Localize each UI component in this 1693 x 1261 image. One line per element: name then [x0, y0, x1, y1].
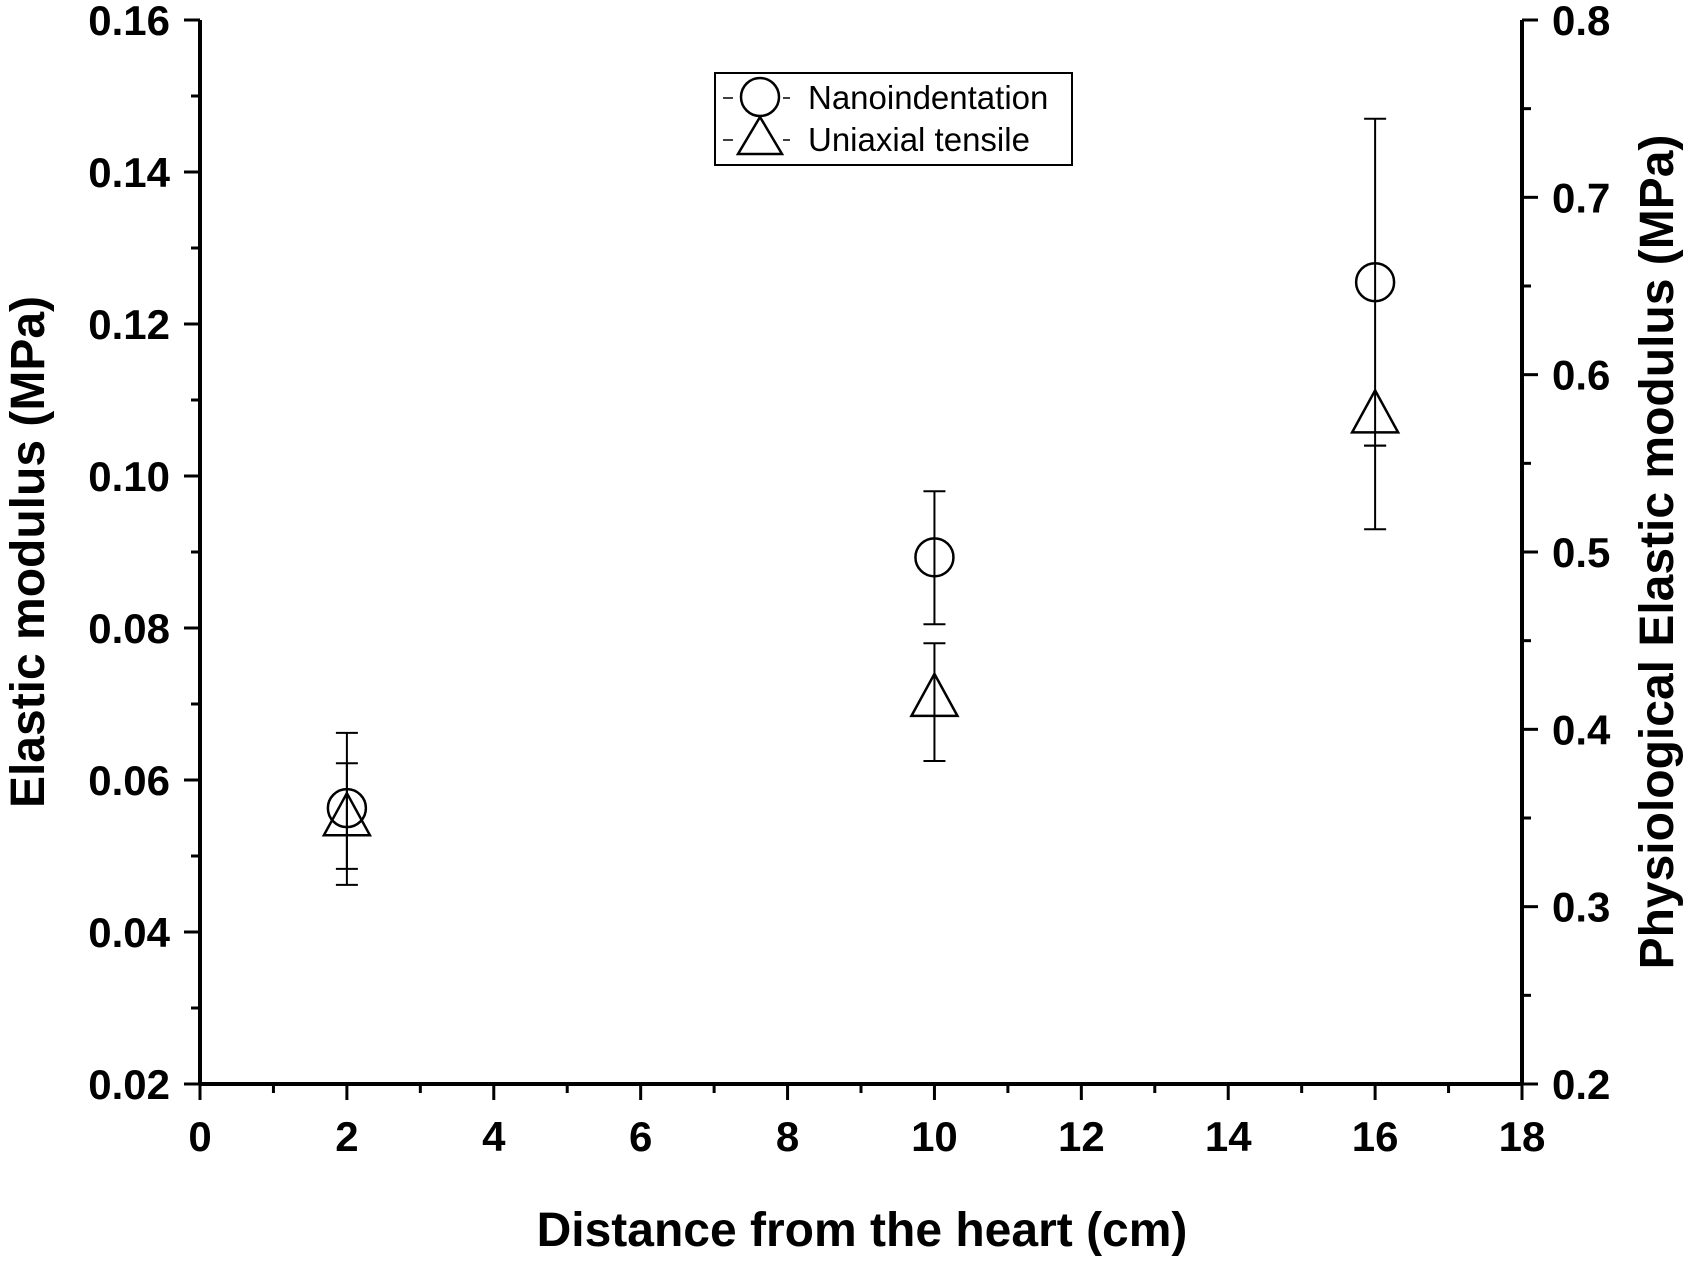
- y2-tick-label: 0.8: [1552, 0, 1610, 44]
- legend: Nanoindentation Uniaxial tensile: [714, 72, 1073, 166]
- x-tick-label: 8: [776, 1113, 799, 1160]
- series-nanoindentation: [326, 117, 1396, 886]
- x-tick-label: 0: [188, 1113, 211, 1160]
- x-tick-label: 14: [1205, 1113, 1252, 1160]
- y-tick-label: 0.10: [88, 453, 170, 500]
- x-axis-title: Distance from the heart (cm): [537, 1204, 1188, 1257]
- series-layer: [321, 117, 1401, 886]
- data-point-triangle: [909, 671, 960, 718]
- series-uniaxial-tensile: [321, 387, 1401, 870]
- data-point-circle: [914, 537, 955, 578]
- x-tick-label: 12: [1058, 1113, 1105, 1160]
- legend-label-uniaxial: Uniaxial tensile: [808, 121, 1030, 158]
- data-point-triangle: [1350, 387, 1401, 434]
- y-tick-label: 0.02: [88, 1061, 170, 1108]
- legend-marker-circle: [739, 76, 781, 118]
- y2-tick-label: 0.7: [1552, 174, 1610, 221]
- y-tick-label: 0.12: [88, 301, 170, 348]
- data-point-triangle: [321, 790, 372, 837]
- y-tick-label: 0.08: [88, 605, 170, 652]
- y2-tick-label: 0.5: [1552, 529, 1610, 576]
- x-tick-label: 6: [629, 1113, 652, 1160]
- y2-tick-label: 0.3: [1552, 884, 1610, 931]
- y-tick-label: 0.14: [88, 149, 170, 196]
- x-tick-label: 4: [482, 1113, 506, 1160]
- axes-layer: [198, 20, 1524, 1086]
- x-tick-label: 2: [335, 1113, 358, 1160]
- y2-tick-label: 0.4: [1552, 706, 1611, 753]
- legend-marker-triangle: [735, 114, 785, 156]
- y-axis-title: Elastic modulus (MPa): [2, 296, 55, 808]
- y-tick-label: 0.06: [88, 757, 170, 804]
- y2-tick-label: 0.2: [1552, 1061, 1610, 1108]
- y-tick-label: 0.04: [88, 909, 170, 956]
- x-tick-label: 10: [911, 1113, 958, 1160]
- legend-item-uniaxial: Uniaxial tensile: [723, 114, 1030, 158]
- y2-tick-label: 0.6: [1552, 352, 1610, 399]
- legend-label-nanoindentation: Nanoindentation: [808, 79, 1048, 116]
- y-tick-label: 0.16: [88, 0, 170, 44]
- ticks-layer: 0 2 4 6 8 10 12 14 16 18 0.02 0.04 0.06 0.08 0.10 0.12 0…: [88, 0, 1611, 1160]
- legend-item-nanoindentation: Nanoindentation: [723, 76, 1048, 118]
- data-point-circle: [1354, 261, 1396, 303]
- y2-axis-title: Physiological Elastic modulus (MPa): [1631, 135, 1684, 970]
- x-tick-label: 16: [1352, 1113, 1399, 1160]
- x-tick-label: 18: [1499, 1113, 1546, 1160]
